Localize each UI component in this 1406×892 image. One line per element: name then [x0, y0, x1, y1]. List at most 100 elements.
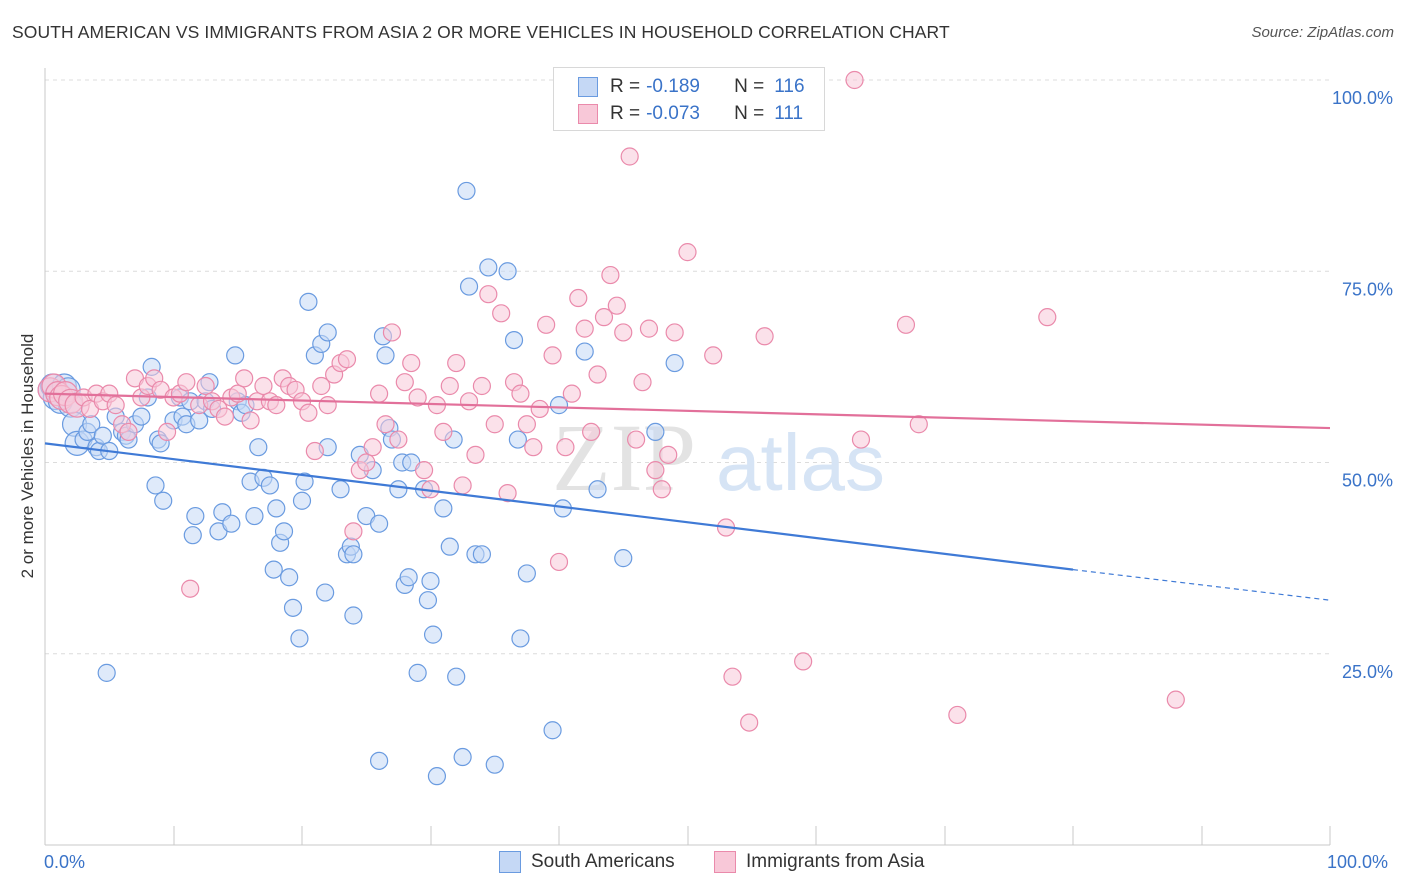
data-point — [498, 484, 517, 503]
data-point — [402, 353, 421, 373]
data-point — [292, 491, 312, 510]
data-point — [146, 476, 165, 495]
data-point — [607, 296, 626, 315]
data-point — [280, 568, 299, 587]
data-point — [181, 579, 200, 598]
data-point — [479, 258, 498, 277]
data-point — [370, 384, 389, 403]
data-point — [620, 147, 639, 166]
data-point — [395, 373, 414, 392]
data-point — [376, 346, 395, 365]
data-point — [344, 522, 363, 541]
data-point — [235, 369, 254, 388]
data-point — [434, 422, 453, 441]
data-point — [97, 663, 116, 682]
data-point — [530, 399, 549, 419]
data-point — [755, 327, 774, 346]
data-point — [492, 304, 511, 323]
legend-n-label: N = — [734, 76, 765, 97]
data-point — [466, 445, 485, 464]
data-point — [472, 545, 491, 564]
legend-n-label: N = — [734, 103, 765, 124]
source-label: Source: ZipAtlas.com — [1251, 24, 1394, 41]
data-point — [427, 767, 447, 786]
data-point — [498, 262, 517, 281]
data-point — [299, 403, 318, 422]
trend-line-0 — [44, 442, 1074, 571]
data-point — [399, 568, 418, 587]
data-point — [549, 552, 569, 572]
data-point — [157, 422, 177, 441]
data-point — [249, 438, 268, 457]
data-point — [1166, 690, 1185, 709]
data-point — [316, 583, 335, 602]
data-point — [582, 422, 601, 441]
data-point — [614, 549, 633, 568]
legend-swatch-south-americans — [578, 77, 598, 97]
data-point — [93, 426, 112, 445]
data-point — [909, 415, 928, 434]
data-point — [453, 747, 472, 767]
data-point — [626, 430, 646, 449]
data-point — [485, 415, 504, 434]
data-point — [678, 243, 697, 262]
data-point — [370, 514, 389, 533]
data-point — [414, 461, 434, 480]
data-point — [794, 652, 813, 671]
data-point — [408, 388, 427, 407]
data-point — [408, 663, 427, 682]
data-point — [457, 181, 476, 201]
legend-swatch-immigrants-from-asia — [578, 104, 598, 124]
data-point — [357, 453, 376, 472]
data-point — [704, 346, 723, 365]
data-point — [588, 365, 607, 384]
data-point — [524, 438, 543, 457]
data-point — [646, 422, 665, 441]
correlation-legend: R = -0.189 N = 116 R = -0.073 N = 111 — [553, 67, 825, 131]
data-point — [370, 751, 389, 770]
data-point — [154, 491, 173, 510]
data-point — [659, 445, 678, 464]
data-point — [665, 323, 684, 342]
trend-line-1 — [44, 392, 1331, 430]
data-point — [633, 373, 652, 392]
y-tick-label-3: 25.0% — [1342, 662, 1393, 682]
series-legend-label: Immigrants from Asia — [746, 851, 925, 872]
axes — [44, 68, 1331, 846]
data-point — [344, 545, 363, 564]
data-point — [537, 315, 556, 334]
data-point — [504, 331, 524, 350]
legend-row-immigrants-from-asia: R = -0.073 N = 111 — [578, 101, 803, 127]
data-point — [337, 350, 357, 369]
data-point — [318, 396, 337, 415]
data-point — [299, 292, 318, 311]
data-point — [295, 472, 314, 491]
y-tick-labels: 100.0% 75.0% 50.0% 25.0% — [1332, 88, 1393, 682]
data-point — [132, 407, 151, 426]
data-point — [305, 441, 324, 461]
data-point — [290, 629, 309, 648]
data-point — [543, 721, 562, 740]
data-point — [652, 480, 671, 499]
data-point — [254, 376, 273, 396]
data-point — [434, 499, 453, 518]
data-point — [485, 755, 504, 774]
data-point — [222, 514, 241, 533]
data-point — [106, 396, 125, 415]
data-point — [215, 407, 234, 426]
data-point — [264, 560, 283, 579]
data-point — [665, 353, 684, 373]
data-point — [376, 415, 395, 434]
data-point — [575, 342, 594, 361]
data-point — [472, 376, 491, 396]
legend-row-south-americans: R = -0.189 N = 116 — [578, 74, 805, 100]
data-point — [508, 430, 527, 449]
data-point — [440, 376, 459, 396]
series-legend-immigrants-from-asia[interactable]: Immigrants from Asia — [714, 851, 924, 873]
series-legend-south-americans[interactable]: South Americans — [499, 851, 675, 873]
data-point — [639, 319, 659, 338]
data-point — [740, 713, 759, 732]
data-point — [646, 461, 665, 480]
data-point — [549, 396, 569, 415]
